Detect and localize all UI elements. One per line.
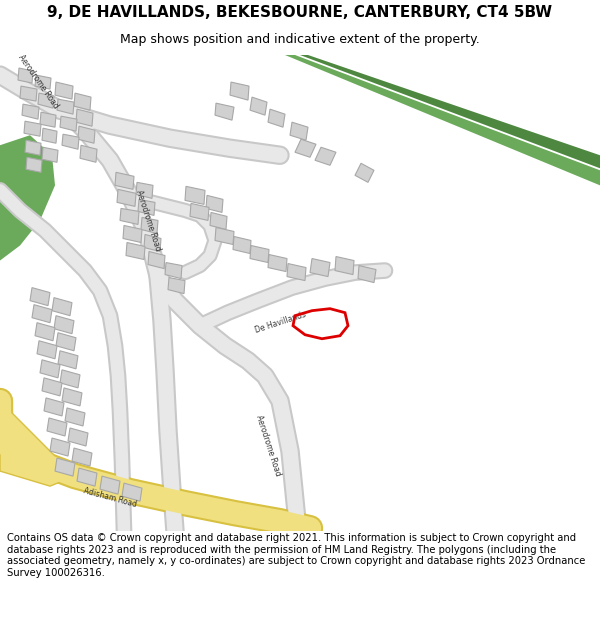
Polygon shape [123, 226, 142, 242]
Polygon shape [310, 259, 330, 277]
Polygon shape [58, 351, 78, 369]
Polygon shape [74, 93, 91, 110]
Polygon shape [32, 304, 52, 322]
Polygon shape [136, 182, 153, 198]
Polygon shape [355, 163, 374, 182]
Polygon shape [115, 173, 134, 189]
Polygon shape [56, 332, 76, 351]
Polygon shape [250, 246, 269, 262]
Polygon shape [22, 104, 39, 119]
Text: De Havillands: De Havillands [253, 310, 307, 335]
Polygon shape [42, 378, 62, 396]
Polygon shape [37, 341, 57, 359]
Polygon shape [190, 203, 209, 221]
Polygon shape [268, 109, 285, 128]
Polygon shape [80, 145, 97, 162]
Polygon shape [55, 458, 75, 476]
Polygon shape [72, 448, 92, 466]
Polygon shape [290, 122, 308, 140]
Polygon shape [60, 370, 80, 388]
Polygon shape [148, 251, 165, 269]
Polygon shape [138, 199, 155, 216]
Polygon shape [44, 398, 64, 416]
Polygon shape [47, 418, 67, 436]
Polygon shape [168, 278, 185, 294]
Polygon shape [230, 82, 249, 100]
Polygon shape [30, 288, 50, 306]
Polygon shape [65, 408, 85, 426]
Polygon shape [233, 236, 251, 254]
Polygon shape [78, 126, 95, 143]
Polygon shape [77, 468, 97, 486]
Polygon shape [126, 242, 145, 259]
Polygon shape [215, 228, 234, 244]
Polygon shape [335, 256, 354, 274]
Polygon shape [210, 213, 227, 229]
Polygon shape [24, 121, 41, 136]
Polygon shape [315, 148, 336, 165]
Polygon shape [62, 134, 79, 149]
Text: Adisham Road: Adisham Road [82, 487, 137, 509]
Polygon shape [268, 254, 287, 272]
Polygon shape [50, 438, 70, 456]
Polygon shape [62, 388, 82, 406]
Text: Aerodrome Road: Aerodrome Road [254, 414, 282, 478]
Polygon shape [165, 262, 182, 279]
Polygon shape [185, 186, 205, 204]
Text: 9, DE HAVILLANDS, BEKESBOURNE, CANTERBURY, CT4 5BW: 9, DE HAVILLANDS, BEKESBOURNE, CANTERBUR… [47, 4, 553, 19]
Polygon shape [0, 135, 55, 261]
Polygon shape [250, 97, 267, 115]
Text: Aerodrome Road: Aerodrome Road [134, 189, 162, 252]
Polygon shape [100, 476, 120, 494]
Polygon shape [68, 428, 88, 446]
Polygon shape [57, 99, 74, 114]
Polygon shape [287, 264, 306, 281]
Polygon shape [35, 75, 51, 89]
Polygon shape [215, 103, 234, 120]
Polygon shape [40, 112, 56, 128]
Polygon shape [122, 483, 142, 501]
Polygon shape [285, 55, 600, 186]
Polygon shape [300, 55, 600, 168]
Polygon shape [25, 140, 41, 155]
Polygon shape [18, 68, 33, 83]
Polygon shape [76, 109, 93, 126]
Polygon shape [20, 86, 37, 101]
Text: Contains OS data © Crown copyright and database right 2021. This information is : Contains OS data © Crown copyright and d… [7, 533, 586, 578]
Polygon shape [358, 266, 376, 282]
Polygon shape [40, 360, 60, 378]
Text: Aerodrome Road: Aerodrome Road [16, 53, 60, 111]
Polygon shape [52, 298, 72, 316]
Polygon shape [206, 196, 223, 212]
Polygon shape [26, 158, 42, 172]
Polygon shape [42, 128, 57, 143]
Polygon shape [60, 116, 77, 131]
Polygon shape [38, 93, 54, 108]
Polygon shape [42, 148, 58, 162]
Polygon shape [144, 234, 161, 251]
Polygon shape [54, 316, 74, 334]
Polygon shape [0, 401, 75, 486]
Text: Map shows position and indicative extent of the property.: Map shows position and indicative extent… [120, 33, 480, 46]
Polygon shape [120, 208, 139, 224]
Polygon shape [35, 322, 55, 341]
Polygon shape [295, 139, 316, 158]
Polygon shape [141, 217, 158, 234]
Polygon shape [55, 82, 73, 99]
Polygon shape [117, 189, 136, 206]
